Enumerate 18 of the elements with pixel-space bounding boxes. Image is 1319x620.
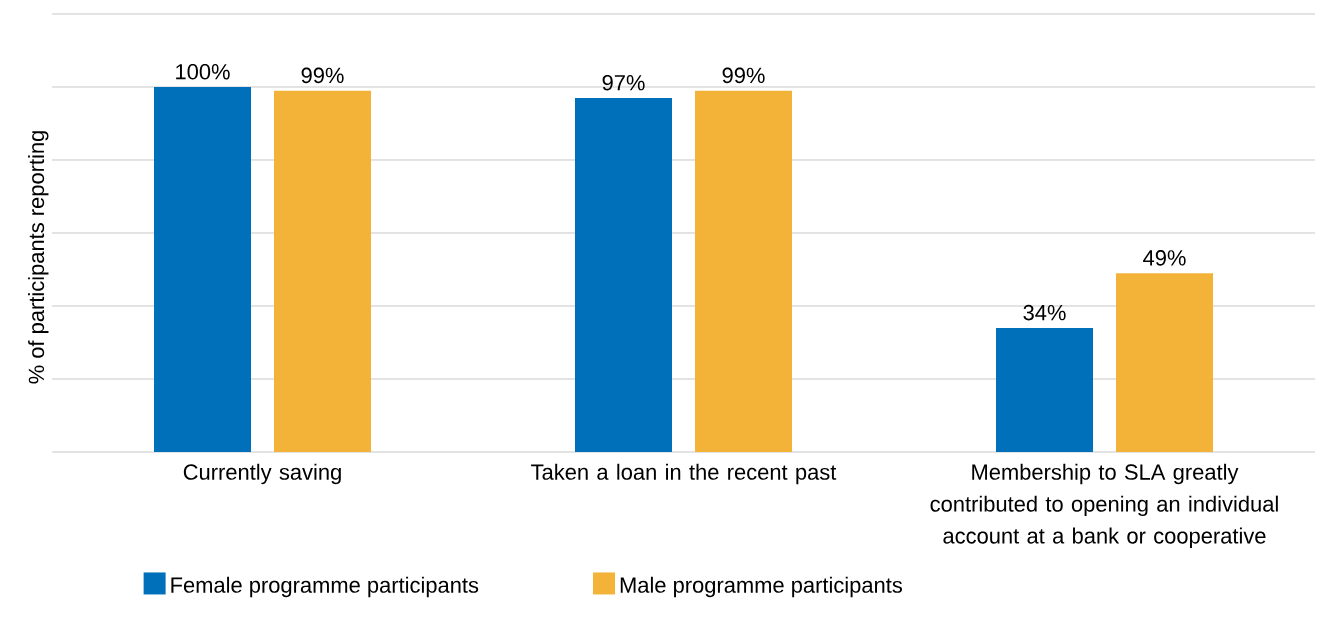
- data-label: 49%: [1143, 250, 1186, 266]
- y-axis-title: % of participants reporting: [28, 131, 49, 384]
- x-tick-label: Membership to SLA greatly contributed to opening an individual account at a bank or cooperative: [930, 463, 1278, 548]
- bar: [274, 90, 371, 452]
- x-tick-label: Currently saving: [183, 463, 341, 485]
- legend-label: Male programme participants: [620, 576, 902, 598]
- data-label: 97%: [602, 74, 645, 91]
- bar: [996, 327, 1094, 452]
- bar: [695, 90, 793, 452]
- bar: [1116, 273, 1214, 452]
- bar: [575, 97, 672, 452]
- legend-label: Female programme participants: [171, 576, 479, 598]
- data-label: 99%: [301, 67, 344, 84]
- data-label: 99%: [722, 67, 765, 84]
- bar: [154, 87, 251, 452]
- x-tick-label: Taken a loan in the recent past: [531, 463, 837, 485]
- data-label: 100%: [176, 63, 230, 80]
- data-label: 34%: [1023, 304, 1066, 321]
